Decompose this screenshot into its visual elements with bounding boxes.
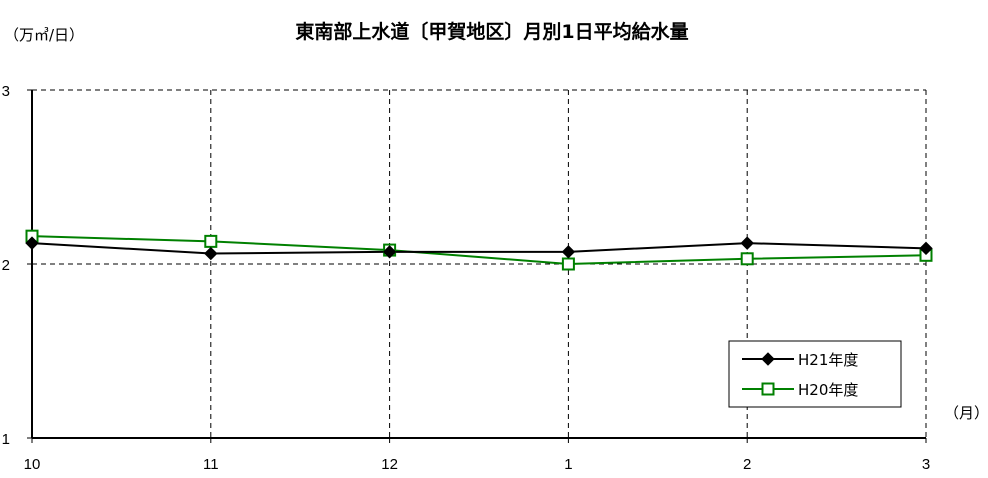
x-tick-label: 3	[922, 456, 930, 473]
x-tick-label: 1	[564, 456, 572, 473]
data-point-h20	[204, 234, 218, 248]
chart-title: 東南部上水道〔甲賀地区〕月別1日平均給水量	[295, 20, 688, 43]
legend-box	[728, 340, 902, 408]
y-tick-label: 1	[2, 431, 10, 448]
data-point-h21	[740, 236, 754, 250]
series-line-h21	[31, 242, 927, 255]
legend-marker-h20	[761, 382, 775, 396]
legend-label-h21: H21年度	[798, 351, 858, 369]
x-axis-ticks: 10 11 12 1 2 3	[24, 456, 931, 473]
legend-label-h20: H20年度	[798, 381, 858, 399]
axes	[27, 89, 927, 443]
data-point-h21	[382, 245, 397, 259]
y-axis-ticks: 1 2 3	[2, 83, 10, 448]
x-tick-label: 11	[203, 456, 219, 473]
y-tick-label: 2	[2, 257, 10, 274]
x-tick-label: 12	[381, 456, 398, 473]
series-line-h20	[31, 235, 927, 266]
x-tick-label: 2	[743, 456, 751, 473]
x-axis-unit-label: （月）	[944, 404, 988, 422]
y-axis-unit-label: （万㎥/日）	[4, 26, 84, 44]
data-point-h21	[919, 241, 933, 256]
data-point-h21	[204, 246, 218, 261]
data-point-h20	[740, 252, 754, 266]
data-point-h21	[561, 245, 576, 259]
x-tick-label: 10	[24, 456, 41, 473]
data-point-h20	[561, 257, 575, 271]
series-lines	[25, 229, 933, 271]
data-point-h21	[25, 236, 39, 250]
legend-marker-h21	[761, 352, 775, 366]
legend: H21年度 H20年度	[728, 340, 902, 408]
y-tick-label: 3	[2, 83, 10, 100]
